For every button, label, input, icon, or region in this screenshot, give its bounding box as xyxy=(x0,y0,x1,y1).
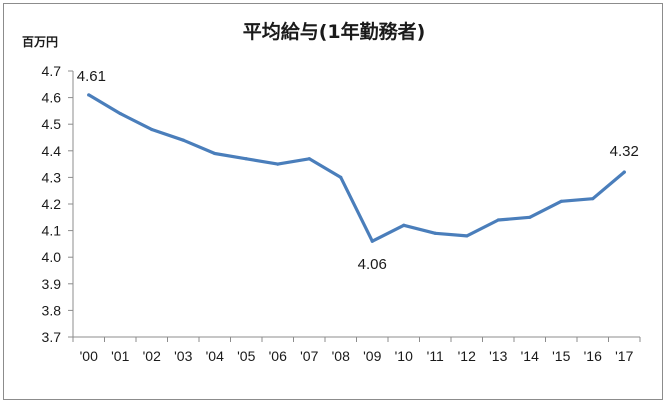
x-tick-label: '04 xyxy=(206,348,224,364)
data-point xyxy=(213,151,217,156)
chart-frame xyxy=(3,3,663,400)
y-tick-label: 4.6 xyxy=(42,90,62,106)
x-tick-label: '09 xyxy=(363,348,381,364)
data-point xyxy=(339,175,343,179)
x-tick-label: '13 xyxy=(489,348,507,364)
data-point xyxy=(370,239,374,243)
data-point xyxy=(622,170,626,174)
data-point xyxy=(496,218,500,222)
x-axis: '00 '01 '02 '03 '04 '05 '06 '07 '08 '09 '10 '11 '12 '… xyxy=(72,336,641,364)
y-axis-unit-label: 百万円 xyxy=(22,35,58,49)
y-tick-label: 4.3 xyxy=(42,169,62,185)
series-average-salary xyxy=(87,93,626,243)
y-tick-label: 3.9 xyxy=(42,276,62,292)
series-line xyxy=(87,93,626,243)
data-point xyxy=(591,197,595,201)
y-tick-label: 4.5 xyxy=(42,116,62,132)
x-tick-label: '07 xyxy=(300,348,318,364)
y-tick-label: 4.1 xyxy=(42,223,62,239)
x-tick-label: '15 xyxy=(552,348,570,364)
data-point xyxy=(465,234,469,238)
x-tick-label: '14 xyxy=(521,348,539,364)
data-point xyxy=(118,111,122,116)
chart-title: 平均給与(1年勤務者) xyxy=(243,20,426,43)
x-tick-label: '16 xyxy=(584,348,602,364)
data-point xyxy=(244,157,248,161)
data-label: 4.61 xyxy=(77,68,106,85)
x-tick-label: '11 xyxy=(427,348,444,364)
data-label: 4.06 xyxy=(358,256,387,273)
x-tick-label: '00 xyxy=(80,348,98,364)
x-tick-label: '08 xyxy=(332,348,350,364)
x-tick-label: '05 xyxy=(237,348,255,364)
data-point xyxy=(181,138,185,142)
data-point xyxy=(87,93,91,97)
y-tick-label: 3.8 xyxy=(42,302,62,318)
y-tick-label: 3.7 xyxy=(42,329,62,345)
x-tick-label: '03 xyxy=(174,348,192,364)
data-point xyxy=(276,162,280,166)
y-axis: 3.7 3.8 3.9 4.0 4.1 4.2 4.3 4.4 4.5 4.6 4.7 xyxy=(42,63,74,345)
x-tick-label: '10 xyxy=(395,348,413,364)
y-tick-label: 4.7 xyxy=(42,63,62,79)
data-point xyxy=(307,157,311,161)
y-tick-label: 4.4 xyxy=(42,143,62,159)
data-point xyxy=(559,199,563,203)
data-labels: 4.61 4.06 4.32 xyxy=(77,68,639,273)
y-tick-label: 4.0 xyxy=(42,249,62,265)
y-tick-label: 4.2 xyxy=(42,196,62,212)
x-tick-label: '17 xyxy=(615,348,633,364)
data-point xyxy=(433,231,437,235)
data-label: 4.32 xyxy=(610,143,639,160)
data-point xyxy=(150,127,154,132)
x-tick-label: '06 xyxy=(269,348,287,364)
x-tick-label: '02 xyxy=(143,348,161,364)
data-point xyxy=(528,215,532,219)
x-tick-label: '01 xyxy=(111,348,129,364)
data-point xyxy=(402,223,406,227)
x-tick-label: '12 xyxy=(458,348,476,364)
